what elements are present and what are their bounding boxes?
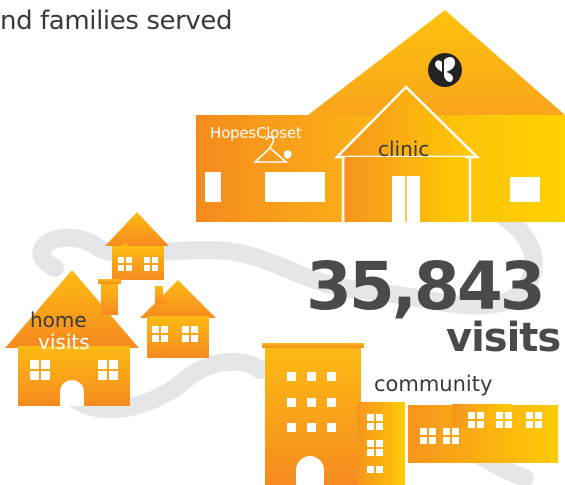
butterfly-icon <box>428 53 462 87</box>
visit-count: 35,843 <box>306 248 546 325</box>
community-buildings <box>262 343 558 485</box>
hanger-icon <box>252 136 292 163</box>
home-visits-label-line1: home <box>30 308 87 332</box>
headline: nd families served <box>0 6 233 36</box>
home-visits-houses <box>5 212 216 406</box>
visit-unit: visits <box>446 315 561 361</box>
home-visits-label-line2: visits <box>38 330 90 354</box>
store-name-label: HopesCloset <box>210 124 302 142</box>
clinic-building <box>196 10 565 222</box>
community-label: community <box>374 372 493 396</box>
clinic-label: clinic <box>378 137 430 161</box>
